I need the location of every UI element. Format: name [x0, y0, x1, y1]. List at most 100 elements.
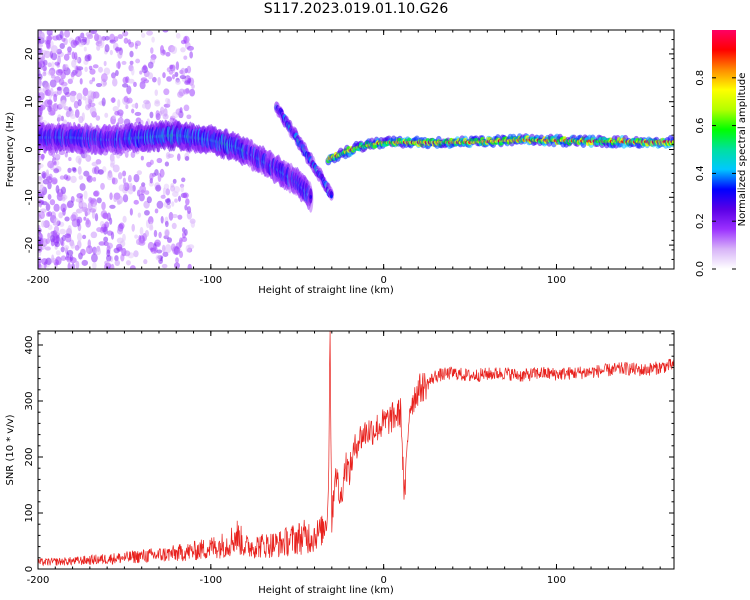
noise-speck — [59, 175, 65, 180]
noise-speck — [163, 103, 171, 108]
noise-speck — [83, 216, 87, 221]
noise-speck — [181, 177, 186, 183]
noise-speck — [95, 41, 103, 47]
noise-speck — [159, 256, 163, 262]
noise-speck — [172, 191, 179, 197]
noise-speck — [38, 241, 42, 249]
noise-speck — [154, 100, 161, 107]
noise-speck — [85, 247, 90, 253]
noise-speck — [180, 192, 188, 199]
noise-speck — [175, 242, 182, 250]
noise-speck — [44, 39, 48, 45]
snr-series — [38, 331, 674, 567]
noise-speck — [38, 115, 41, 124]
ridge-2 — [325, 133, 674, 166]
noise-speck — [59, 101, 64, 109]
noise-speck — [149, 178, 153, 184]
noise-speck — [101, 36, 107, 41]
noise-speck — [149, 224, 154, 231]
spectrogram-heatmap — [38, 30, 674, 269]
noise-speck — [111, 177, 118, 185]
noise-speck — [129, 182, 133, 192]
noise-speck — [95, 247, 101, 256]
noise-speck — [62, 207, 66, 216]
noise-speck — [103, 60, 107, 67]
noise-speck — [130, 265, 135, 269]
noise-speck — [90, 231, 98, 239]
noise-speck — [70, 241, 75, 249]
noise-speck — [175, 77, 180, 83]
noise-speck — [132, 184, 136, 192]
noise-speck — [45, 174, 51, 182]
noise-speck — [48, 173, 53, 181]
noise-speck — [104, 262, 111, 269]
noise-speck — [186, 45, 194, 51]
noise-speck — [107, 170, 113, 179]
noise-speck — [53, 259, 60, 266]
noise-speck — [164, 220, 169, 228]
noise-speck — [46, 42, 51, 50]
noise-speck — [150, 47, 154, 54]
noise-speck — [109, 49, 113, 56]
noise-speck — [61, 99, 67, 108]
noise-speck — [67, 78, 73, 85]
figure-title: S117.2023.019.01.10.G26 — [263, 1, 449, 17]
noise-speck — [57, 114, 62, 122]
noise-speck — [186, 206, 192, 215]
snr-xtick-label: 0 — [380, 575, 386, 586]
noise-speck — [127, 186, 134, 195]
noise-speck — [51, 254, 55, 263]
colorbar-tick-label: 0.4 — [695, 165, 706, 181]
noise-speck — [69, 257, 77, 264]
noise-speck — [164, 216, 169, 226]
spectrogram-xtick-label: 100 — [547, 275, 566, 286]
noise-speck — [61, 234, 66, 242]
noise-speck — [179, 183, 185, 188]
noise-speck — [50, 230, 57, 236]
noise-speck — [55, 34, 63, 41]
noise-speck — [89, 30, 95, 35]
noise-speck — [128, 41, 135, 48]
noise-speck — [143, 99, 150, 105]
colorbar-tick-label: 0.8 — [695, 70, 706, 86]
noise-speck — [77, 222, 82, 232]
noise-speck — [160, 49, 166, 56]
noise-speck — [166, 76, 173, 82]
noise-speck — [66, 227, 72, 237]
noise-speck — [94, 213, 99, 222]
noise-speck — [59, 228, 66, 235]
noise-speck — [178, 88, 186, 97]
noise-speck — [87, 98, 93, 105]
noise-speck — [129, 60, 134, 65]
noise-speck — [191, 84, 195, 89]
noise-speck — [46, 211, 51, 217]
noise-speck — [86, 175, 93, 183]
noise-speck — [133, 199, 139, 205]
noise-speck — [38, 193, 43, 198]
noise-speck — [186, 65, 192, 74]
noise-speck — [139, 81, 146, 90]
noise-speck — [171, 74, 176, 80]
noise-speck — [38, 40, 42, 45]
noise-speck — [39, 61, 44, 70]
noise-speck — [77, 71, 83, 76]
noise-speck — [43, 50, 51, 59]
noise-speck — [99, 227, 105, 234]
noise-speck — [117, 49, 123, 59]
noise-speck — [58, 78, 65, 86]
noise-speck — [150, 54, 157, 61]
noise-speck — [94, 166, 100, 175]
noise-speck — [63, 106, 70, 111]
spectrogram-background — [38, 30, 196, 269]
noise-speck — [157, 173, 162, 183]
noise-speck — [113, 247, 120, 254]
noise-speck — [106, 212, 111, 222]
noise-speck — [101, 223, 107, 233]
noise-speck — [77, 99, 82, 107]
noise-speck — [164, 161, 170, 167]
noise-speck — [83, 59, 89, 66]
noise-speck — [174, 198, 178, 203]
noise-speck — [84, 211, 88, 217]
noise-speck — [60, 99, 66, 109]
noise-speck — [152, 172, 156, 177]
